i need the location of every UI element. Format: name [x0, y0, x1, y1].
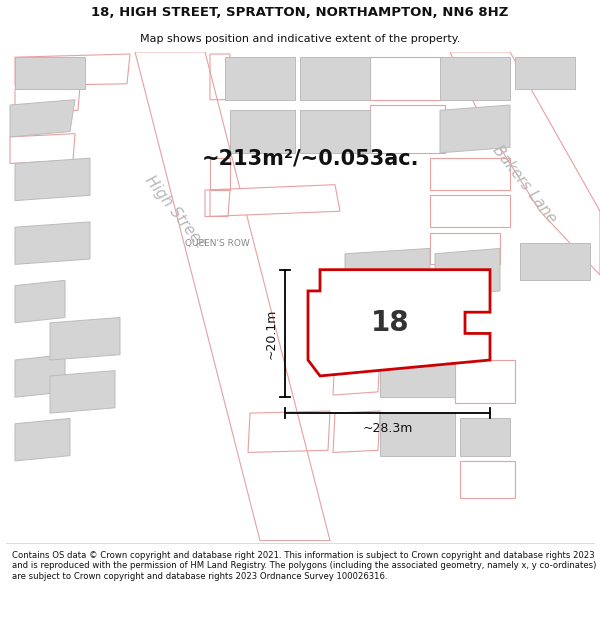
- Polygon shape: [515, 57, 575, 89]
- Polygon shape: [450, 52, 600, 275]
- Text: Contains OS data © Crown copyright and database right 2021. This information is : Contains OS data © Crown copyright and d…: [12, 551, 596, 581]
- Text: Bakers Lane: Bakers Lane: [490, 143, 560, 226]
- Polygon shape: [380, 413, 455, 456]
- Polygon shape: [50, 318, 120, 360]
- Text: ~213m²/~0.053ac.: ~213m²/~0.053ac.: [201, 148, 419, 168]
- Text: 18: 18: [371, 309, 409, 337]
- Text: Map shows position and indicative extent of the property.: Map shows position and indicative extent…: [140, 34, 460, 44]
- Polygon shape: [135, 52, 330, 541]
- Polygon shape: [15, 280, 65, 322]
- Polygon shape: [345, 248, 430, 296]
- Text: QUEEN'S ROW: QUEEN'S ROW: [185, 239, 250, 248]
- Polygon shape: [15, 355, 65, 398]
- Polygon shape: [460, 419, 510, 456]
- Polygon shape: [440, 57, 510, 99]
- Polygon shape: [50, 371, 115, 413]
- Polygon shape: [380, 355, 455, 398]
- Polygon shape: [205, 185, 340, 216]
- Polygon shape: [15, 222, 90, 264]
- Text: 18, HIGH STREET, SPRATTON, NORTHAMPTON, NN6 8HZ: 18, HIGH STREET, SPRATTON, NORTHAMPTON, …: [91, 6, 509, 19]
- Polygon shape: [520, 243, 590, 280]
- Text: High Street: High Street: [142, 173, 208, 250]
- Polygon shape: [300, 110, 370, 152]
- Polygon shape: [10, 99, 75, 137]
- Text: ~28.3m: ~28.3m: [362, 421, 413, 434]
- Polygon shape: [15, 57, 85, 89]
- Text: ~20.1m: ~20.1m: [265, 308, 277, 359]
- Polygon shape: [435, 248, 500, 296]
- Polygon shape: [440, 105, 510, 152]
- Polygon shape: [230, 110, 295, 152]
- Polygon shape: [15, 158, 90, 201]
- Polygon shape: [225, 57, 295, 99]
- Polygon shape: [308, 270, 490, 376]
- Polygon shape: [15, 419, 70, 461]
- Polygon shape: [300, 57, 370, 99]
